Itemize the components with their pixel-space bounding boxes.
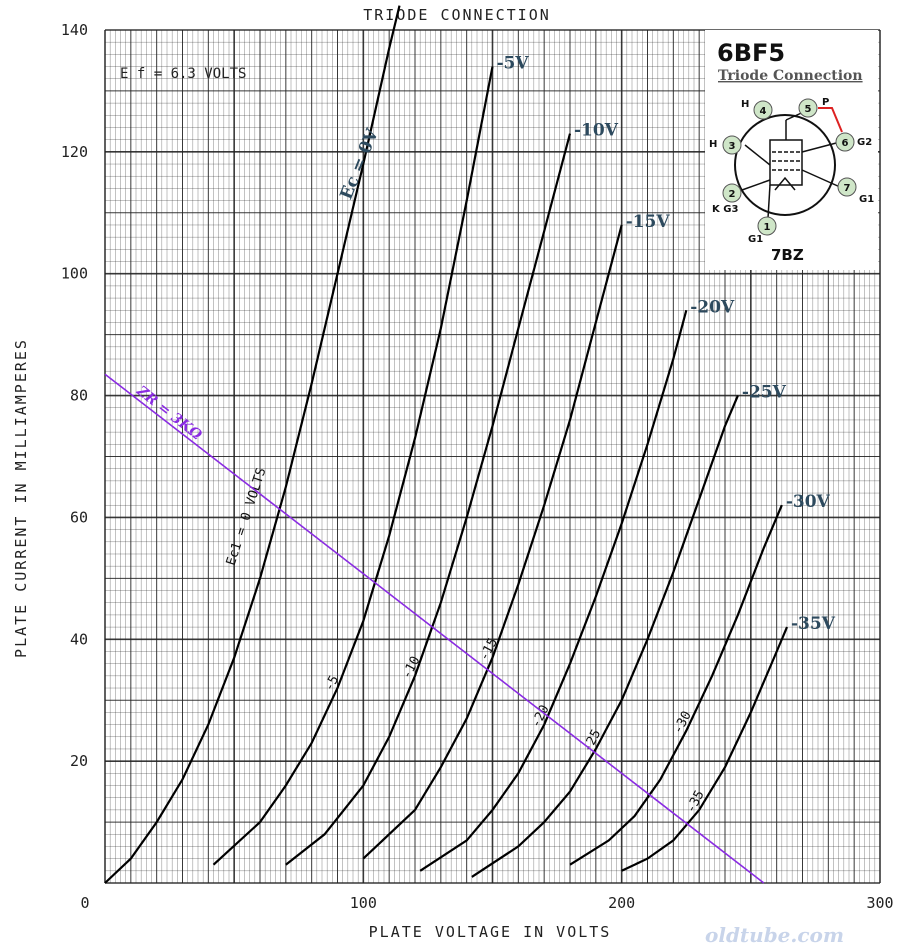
x-tick-label: 0	[80, 894, 89, 912]
y-tick-label: 20	[70, 752, 88, 770]
load-line-label: ZR = 3KΩ	[133, 382, 205, 443]
pin-circle	[835, 132, 855, 152]
heater-voltage-note: E f = 6.3 VOLTS	[120, 66, 246, 82]
x-tick-label: 100	[350, 894, 377, 912]
pin-circle	[722, 135, 742, 155]
x-axis-ticks: 0 100 200 300	[80, 894, 893, 912]
y-tick-label: 100	[61, 265, 88, 283]
series-line	[621, 626, 789, 872]
series-line	[104, 5, 401, 884]
tube-socket-icon	[734, 107, 843, 219]
pin-number: 5	[805, 104, 812, 115]
series-label: -25V	[742, 383, 787, 403]
series-line	[419, 310, 688, 872]
y-tick-label: 40	[70, 630, 88, 648]
chart-title: TRIODE CONNECTION	[363, 6, 551, 24]
series-label: -5V	[497, 54, 530, 74]
pin-number: 7	[844, 183, 851, 194]
pin-number: 4	[760, 106, 767, 117]
pin-tag: H	[709, 139, 717, 150]
inset-base-type: 7BZ	[771, 246, 804, 264]
series-line	[569, 504, 783, 866]
series-line	[285, 133, 572, 866]
pin-tag: H	[741, 99, 749, 110]
pin-tag: G1	[859, 194, 874, 205]
curve-label: -10	[399, 654, 423, 682]
pin-tag: G1	[748, 234, 763, 245]
pin-tag: G2	[857, 137, 872, 148]
pin-circle	[757, 216, 777, 236]
pin-circle	[753, 100, 773, 120]
curve-label: -30	[671, 709, 695, 737]
x-tick-label: 300	[866, 894, 893, 912]
y-tick-label: 120	[61, 143, 88, 161]
y-tick-label: 60	[70, 508, 88, 526]
series-line	[212, 66, 494, 866]
load-line-path	[104, 373, 765, 884]
pin-tag: P	[822, 97, 829, 108]
pin-number: 1	[764, 222, 771, 233]
series-label: -30V	[786, 492, 831, 512]
watermark: oldtube.com	[705, 923, 844, 947]
y-tick-label: 140	[61, 21, 88, 39]
x-tick-label: 200	[608, 894, 635, 912]
x-axis-label: PLATE VOLTAGE IN VOLTS	[369, 923, 612, 941]
series-line	[471, 395, 739, 878]
pin-number: 2	[729, 189, 736, 200]
curve-label: -5	[322, 673, 343, 694]
series-label: -15V	[626, 212, 671, 232]
inset-subtitle: Triode Connection	[718, 68, 863, 84]
series-line	[362, 224, 623, 860]
pin-circle	[722, 183, 742, 203]
y-axis-label: PLATE CURRENT IN MILLIAMPERES	[12, 338, 30, 658]
inset-tube-type: 6BF5	[717, 39, 785, 67]
pin-number: 6	[842, 138, 849, 149]
y-tick-label: 80	[70, 387, 88, 405]
series-label: -20V	[690, 297, 735, 317]
pin-circle	[837, 177, 857, 197]
pin-circle	[798, 98, 818, 118]
load-line: ZR = 3KΩ	[104, 373, 765, 884]
pin-number: 3	[729, 141, 736, 152]
series-label: -10V	[574, 121, 619, 141]
pin-tag: K G3	[712, 204, 738, 215]
series-label: -35V	[791, 614, 836, 634]
y-axis-ticks: 20 40 60 80 100 120 140	[61, 21, 88, 770]
